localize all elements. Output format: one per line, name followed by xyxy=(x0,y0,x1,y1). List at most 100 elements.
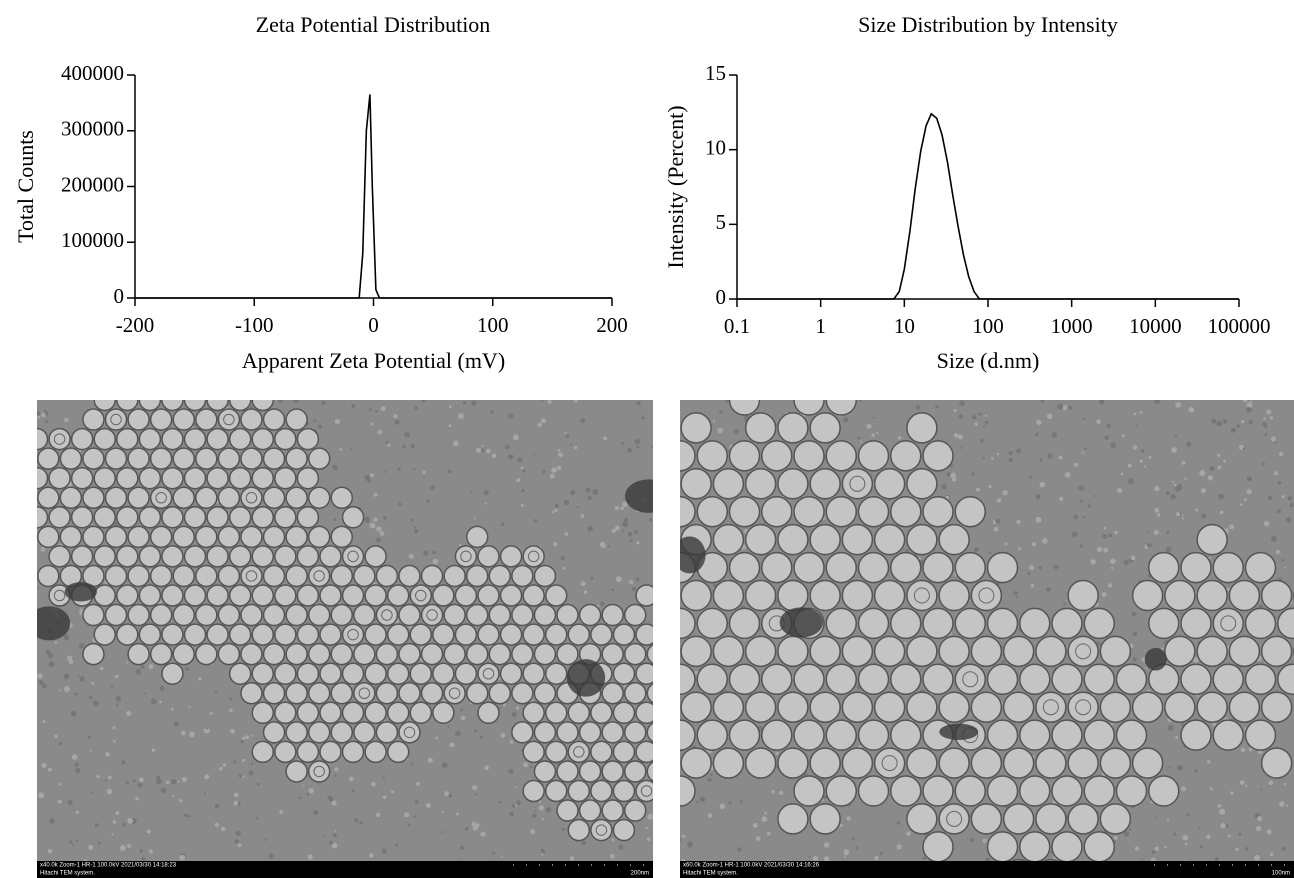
particle xyxy=(696,607,728,640)
speckle xyxy=(1281,558,1285,562)
x-tick-label: -100 xyxy=(235,313,274,337)
particle xyxy=(375,642,399,666)
info-bar xyxy=(680,861,1294,878)
particle xyxy=(127,642,150,666)
speckle xyxy=(1141,657,1146,662)
speckle xyxy=(333,833,337,838)
particle xyxy=(1083,719,1115,751)
speckle xyxy=(369,522,376,529)
particle xyxy=(612,740,636,764)
speckle xyxy=(507,413,514,419)
speckle xyxy=(94,823,99,828)
speckle xyxy=(743,638,746,641)
particle xyxy=(149,408,173,431)
speckle xyxy=(554,508,558,513)
particle xyxy=(37,564,60,588)
speckle xyxy=(1171,447,1177,453)
particle xyxy=(522,779,545,803)
speckle xyxy=(99,666,104,671)
speckle xyxy=(1073,514,1078,520)
speckle xyxy=(472,784,478,791)
particle xyxy=(938,523,970,556)
speckle xyxy=(1245,784,1248,788)
particle xyxy=(251,701,274,725)
speckle xyxy=(233,792,239,798)
speckle xyxy=(1238,832,1242,836)
speckle xyxy=(859,440,863,443)
x-tick-label: 0 xyxy=(368,313,379,337)
particle xyxy=(659,624,680,645)
speckle xyxy=(1080,499,1083,503)
particle-core xyxy=(460,550,472,563)
speckle xyxy=(1230,427,1236,433)
particle xyxy=(251,506,274,529)
speckle xyxy=(63,673,70,680)
particle xyxy=(680,775,696,807)
speckle xyxy=(1246,488,1252,495)
particle xyxy=(172,564,195,588)
speckle xyxy=(135,669,142,675)
speckle xyxy=(1154,400,1161,404)
particle xyxy=(601,721,624,744)
speckle xyxy=(408,823,411,827)
particle xyxy=(161,584,184,607)
particle xyxy=(590,623,613,646)
particle xyxy=(285,681,308,705)
speckle xyxy=(248,770,254,776)
particle xyxy=(680,747,712,779)
speckle xyxy=(1042,538,1048,544)
speckle xyxy=(580,581,586,587)
speckle xyxy=(279,810,284,814)
speckle xyxy=(709,773,713,776)
speckle xyxy=(1196,694,1199,698)
particle xyxy=(1002,747,1035,779)
speckle xyxy=(384,470,387,473)
particle xyxy=(906,747,938,779)
particle xyxy=(544,623,568,646)
speckle xyxy=(530,829,536,835)
speckle xyxy=(1099,400,1105,405)
particle xyxy=(1002,803,1035,835)
speckle xyxy=(563,499,570,506)
speckle xyxy=(1270,436,1277,442)
particle xyxy=(970,691,1003,723)
particle xyxy=(307,564,331,588)
speckle xyxy=(509,811,514,817)
speckle xyxy=(523,762,529,768)
speckle xyxy=(876,431,879,435)
speckle xyxy=(148,849,154,854)
particle xyxy=(1164,579,1196,612)
particle xyxy=(1196,691,1228,723)
speckle xyxy=(574,446,578,450)
speckle xyxy=(562,566,566,570)
speckle xyxy=(37,673,43,679)
particle xyxy=(364,623,387,646)
speckle xyxy=(1016,519,1021,525)
speckle xyxy=(480,448,485,453)
particle xyxy=(590,818,613,842)
particle xyxy=(567,779,591,803)
speckle xyxy=(629,539,633,543)
particle xyxy=(533,681,557,705)
particle xyxy=(138,506,162,529)
speckle xyxy=(1128,478,1135,485)
speckle xyxy=(245,735,250,740)
speckle xyxy=(1114,530,1118,535)
speckle xyxy=(1131,611,1137,617)
particle xyxy=(1067,635,1099,668)
particle xyxy=(1035,635,1067,668)
speckle xyxy=(1140,449,1145,453)
particle xyxy=(544,701,568,725)
speckle xyxy=(380,406,386,412)
speckle xyxy=(1212,722,1217,727)
micrograph-system: Hitachi TEM system. xyxy=(683,871,738,877)
speckle xyxy=(719,410,723,414)
speckle xyxy=(214,691,218,694)
speckle xyxy=(1175,401,1181,408)
particle xyxy=(409,584,433,607)
particle xyxy=(873,691,906,723)
speckle xyxy=(473,517,476,520)
speckle xyxy=(957,434,964,440)
speckle xyxy=(1139,459,1143,463)
speckle xyxy=(1245,407,1252,413)
